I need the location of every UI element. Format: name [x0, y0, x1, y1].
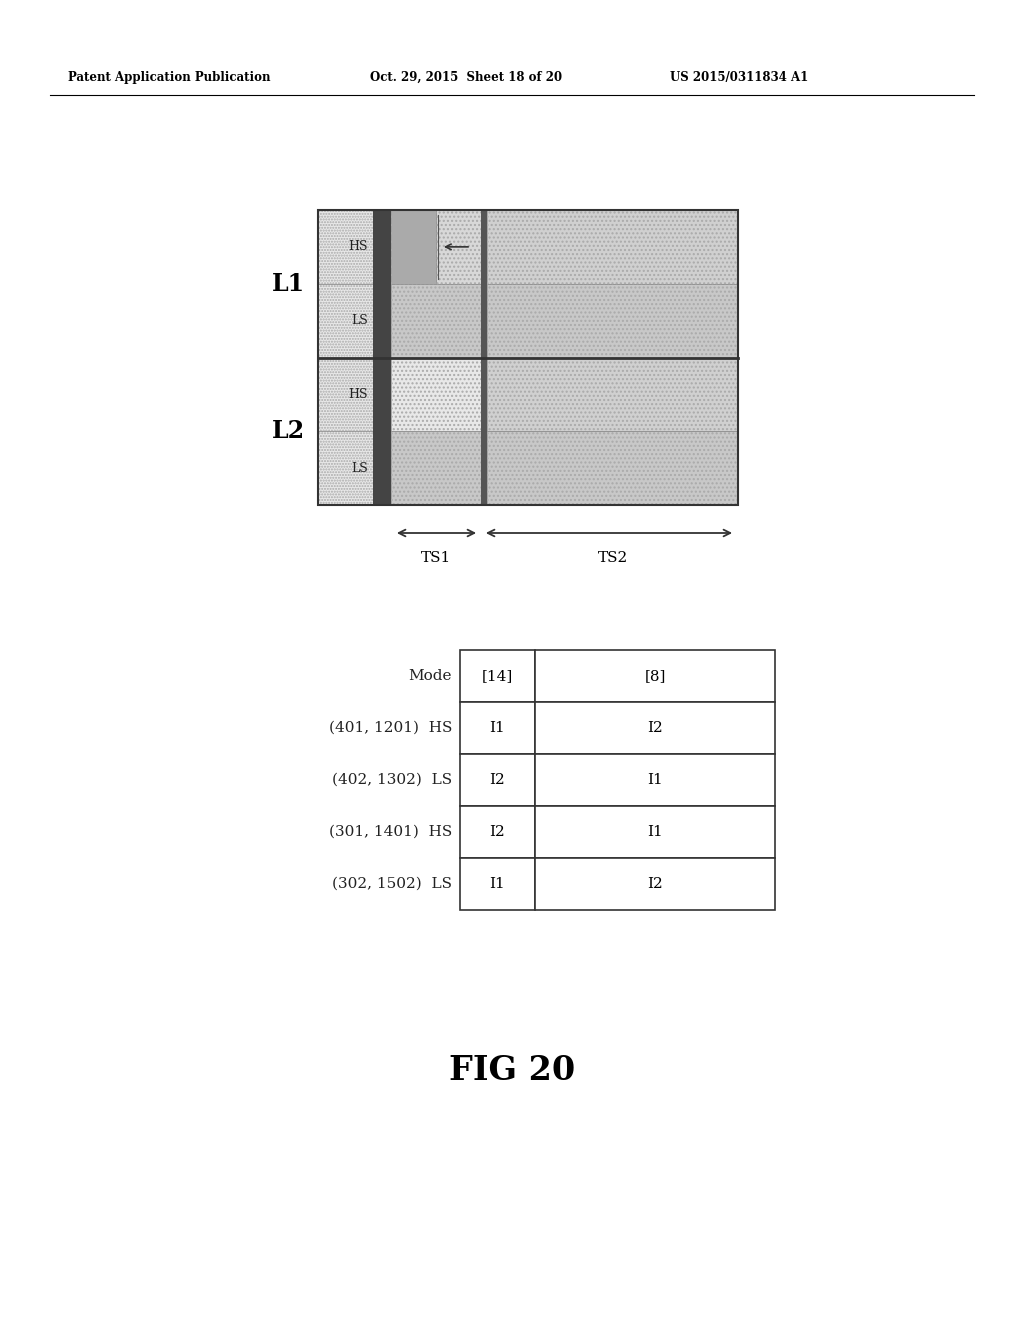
Bar: [318, 432, 373, 506]
Text: I1: I1: [489, 876, 506, 891]
Text: I2: I2: [489, 774, 506, 787]
Bar: [391, 210, 436, 284]
Bar: [391, 358, 481, 432]
Bar: [373, 284, 391, 358]
Bar: [391, 432, 481, 506]
Bar: [318, 284, 373, 358]
Text: Mode: Mode: [409, 669, 452, 682]
Text: I2: I2: [647, 721, 663, 735]
Text: L1: L1: [271, 272, 304, 296]
Text: Patent Application Publication: Patent Application Publication: [68, 70, 270, 83]
Bar: [460, 754, 535, 807]
Bar: [391, 358, 481, 432]
Bar: [318, 358, 373, 432]
Bar: [487, 284, 738, 358]
Text: LS: LS: [351, 462, 368, 475]
Text: (301, 1401)  HS: (301, 1401) HS: [329, 825, 452, 840]
Bar: [535, 858, 775, 909]
Bar: [436, 210, 481, 284]
Bar: [481, 358, 487, 432]
Bar: [535, 702, 775, 754]
Bar: [318, 210, 738, 506]
Bar: [487, 432, 738, 506]
Text: [14]: [14]: [482, 669, 513, 682]
Bar: [391, 284, 481, 358]
Text: US 2015/0311834 A1: US 2015/0311834 A1: [670, 70, 808, 83]
Text: (402, 1302)  LS: (402, 1302) LS: [332, 774, 452, 787]
Bar: [460, 702, 535, 754]
Bar: [391, 284, 481, 358]
Text: [8]: [8]: [644, 669, 666, 682]
Text: L2: L2: [271, 420, 304, 444]
Text: (401, 1201)  HS: (401, 1201) HS: [329, 721, 452, 735]
Bar: [481, 284, 487, 358]
Text: Oct. 29, 2015  Sheet 18 of 20: Oct. 29, 2015 Sheet 18 of 20: [370, 70, 562, 83]
Bar: [487, 210, 738, 284]
Bar: [391, 432, 481, 506]
Bar: [487, 284, 738, 358]
Bar: [373, 210, 391, 284]
Bar: [318, 210, 373, 284]
Bar: [535, 807, 775, 858]
Bar: [487, 210, 738, 284]
Text: HS: HS: [348, 240, 368, 253]
Bar: [373, 432, 391, 506]
Text: FIG 20: FIG 20: [449, 1053, 575, 1086]
Text: HS: HS: [348, 388, 368, 401]
Bar: [487, 358, 738, 432]
Bar: [535, 754, 775, 807]
Bar: [481, 210, 487, 284]
Bar: [460, 807, 535, 858]
Bar: [487, 432, 738, 506]
Text: I2: I2: [647, 876, 663, 891]
Text: TS1: TS1: [421, 550, 452, 565]
Bar: [535, 649, 775, 702]
Text: I2: I2: [489, 825, 506, 840]
Bar: [318, 210, 373, 284]
Bar: [487, 358, 738, 432]
Bar: [481, 432, 487, 506]
Bar: [318, 432, 373, 506]
Text: I1: I1: [647, 825, 663, 840]
Bar: [436, 210, 481, 284]
Bar: [460, 858, 535, 909]
Text: I1: I1: [489, 721, 506, 735]
Bar: [460, 649, 535, 702]
Bar: [318, 358, 373, 432]
Bar: [318, 284, 373, 358]
Text: I1: I1: [647, 774, 663, 787]
Bar: [391, 210, 436, 284]
Text: LS: LS: [351, 314, 368, 327]
Text: TS2: TS2: [597, 550, 628, 565]
Text: (302, 1502)  LS: (302, 1502) LS: [332, 876, 452, 891]
Bar: [373, 358, 391, 432]
